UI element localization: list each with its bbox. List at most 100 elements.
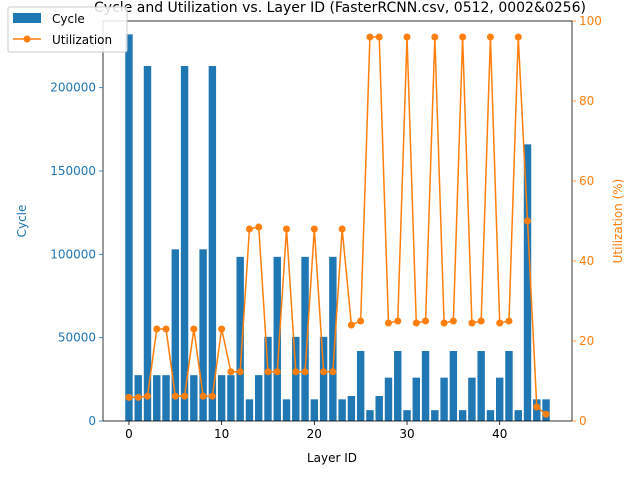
cycle-bar: [329, 256, 337, 421]
utilization-point: [218, 325, 226, 333]
plot-frame: [102, 20, 573, 422]
right-y-tick-label: 20: [579, 334, 594, 348]
utilization-line: [128, 36, 547, 415]
cycle-bar: [199, 249, 207, 421]
utilization-point: [208, 392, 216, 400]
utilization-point: [153, 325, 161, 333]
x-tick-label: 20: [307, 427, 322, 441]
cycle-bar: [227, 375, 235, 421]
right-y-tick-label: 80: [579, 94, 594, 108]
legend-label-cycle: Cycle: [52, 12, 85, 26]
cycle-bar: [217, 375, 226, 421]
cycle-bar: [282, 399, 291, 421]
cycle-bar: [153, 375, 161, 421]
utilization-point: [366, 33, 374, 41]
cycle-bar: [366, 410, 374, 421]
cycle-bar: [208, 66, 217, 421]
cycle-bar: [255, 375, 263, 421]
cycle-bar: [162, 375, 170, 421]
cycle-bar: [384, 377, 393, 421]
cycle-bar: [273, 256, 281, 421]
utilization-point: [162, 325, 170, 333]
utilization-point: [245, 225, 253, 233]
left-y-tick-label: 200000: [50, 81, 96, 95]
line-series: [125, 33, 550, 418]
cycle-bar: [375, 396, 383, 421]
cycle-bar: [310, 399, 319, 421]
cycle-bar: [394, 351, 402, 421]
cycle-bar: [477, 351, 485, 421]
utilization-point: [375, 33, 383, 41]
cycle-bar: [421, 351, 430, 421]
right-y-tick-label: 0: [579, 414, 587, 428]
right-y-tick-label: 40: [579, 254, 594, 268]
utilization-point: [125, 393, 133, 401]
x-tick-label: 0: [125, 427, 133, 441]
utilization-point: [449, 317, 457, 325]
utilization-point: [440, 319, 448, 327]
x-tick-label: 10: [214, 427, 229, 441]
cycle-bar: [125, 34, 133, 421]
cycle-bar: [292, 336, 300, 421]
cycle-bar: [403, 410, 411, 421]
utilization-point: [486, 33, 494, 41]
cycle-bar: [347, 396, 356, 421]
cycle-bar: [523, 144, 532, 422]
utilization-point: [542, 410, 550, 418]
utilization-point: [171, 392, 179, 400]
utilization-point: [505, 317, 513, 325]
cycle-bar: [458, 410, 467, 421]
cycle-bar: [514, 410, 522, 421]
right-axis-title: Utilization (%): [611, 179, 625, 264]
utilization-point: [143, 392, 151, 400]
cycle-bar: [495, 377, 504, 421]
cycle-bar: [301, 256, 309, 421]
chart-title: Cycle and Utilization vs. Layer ID (Fast…: [94, 0, 586, 16]
utilization-point: [227, 368, 235, 376]
utilization-point: [190, 325, 198, 333]
legend-swatch-cycle: [13, 13, 41, 23]
cycle-bar: [143, 66, 152, 421]
axes: 0 10 20 30 40 0 50000 100000 150000 200000 0 20 40 60…: [50, 14, 602, 441]
x-axis-title: Layer ID: [307, 451, 357, 465]
utilization-point: [283, 225, 291, 233]
cycle-bar: [180, 66, 189, 421]
utilization-point: [496, 319, 504, 327]
cycle-bar: [505, 351, 513, 421]
utilization-point: [329, 368, 337, 376]
x-tick-label: 30: [399, 427, 414, 441]
utilization-point: [134, 393, 142, 401]
utilization-point: [347, 321, 355, 329]
utilization-point: [468, 319, 476, 327]
utilization-point: [357, 317, 365, 325]
utilization-point: [236, 368, 244, 376]
cycle-bar: [338, 399, 346, 421]
cycle-bar: [440, 377, 448, 421]
utilization-point: [199, 392, 207, 400]
utilization-point: [301, 368, 309, 376]
utilization-point: [533, 403, 541, 411]
left-y-tick-label: 0: [88, 414, 96, 428]
bar-series: [125, 34, 550, 422]
utilization-point: [459, 33, 467, 41]
left-y-tick-label: 150000: [50, 164, 96, 178]
utilization-point: [422, 317, 430, 325]
legend-label-utilization: Utilization: [52, 33, 112, 47]
utilization-point: [384, 319, 392, 327]
cycle-bar: [236, 256, 244, 421]
utilization-point: [524, 217, 532, 225]
cycle-bar: [171, 249, 180, 421]
cycle-bar: [449, 351, 458, 421]
utilization-point: [338, 225, 346, 233]
utilization-point: [273, 368, 281, 376]
right-y-tick-label: 100: [579, 14, 602, 28]
utilization-point: [255, 223, 263, 231]
utilization-point: [394, 317, 402, 325]
cycle-bar: [245, 399, 254, 421]
left-axis-title: Cycle: [15, 205, 29, 238]
legend: Cycle Utilization: [7, 6, 128, 53]
cycle-bar: [190, 375, 198, 421]
left-y-tick-label: 50000: [58, 331, 96, 345]
cycle-bar: [486, 410, 495, 421]
